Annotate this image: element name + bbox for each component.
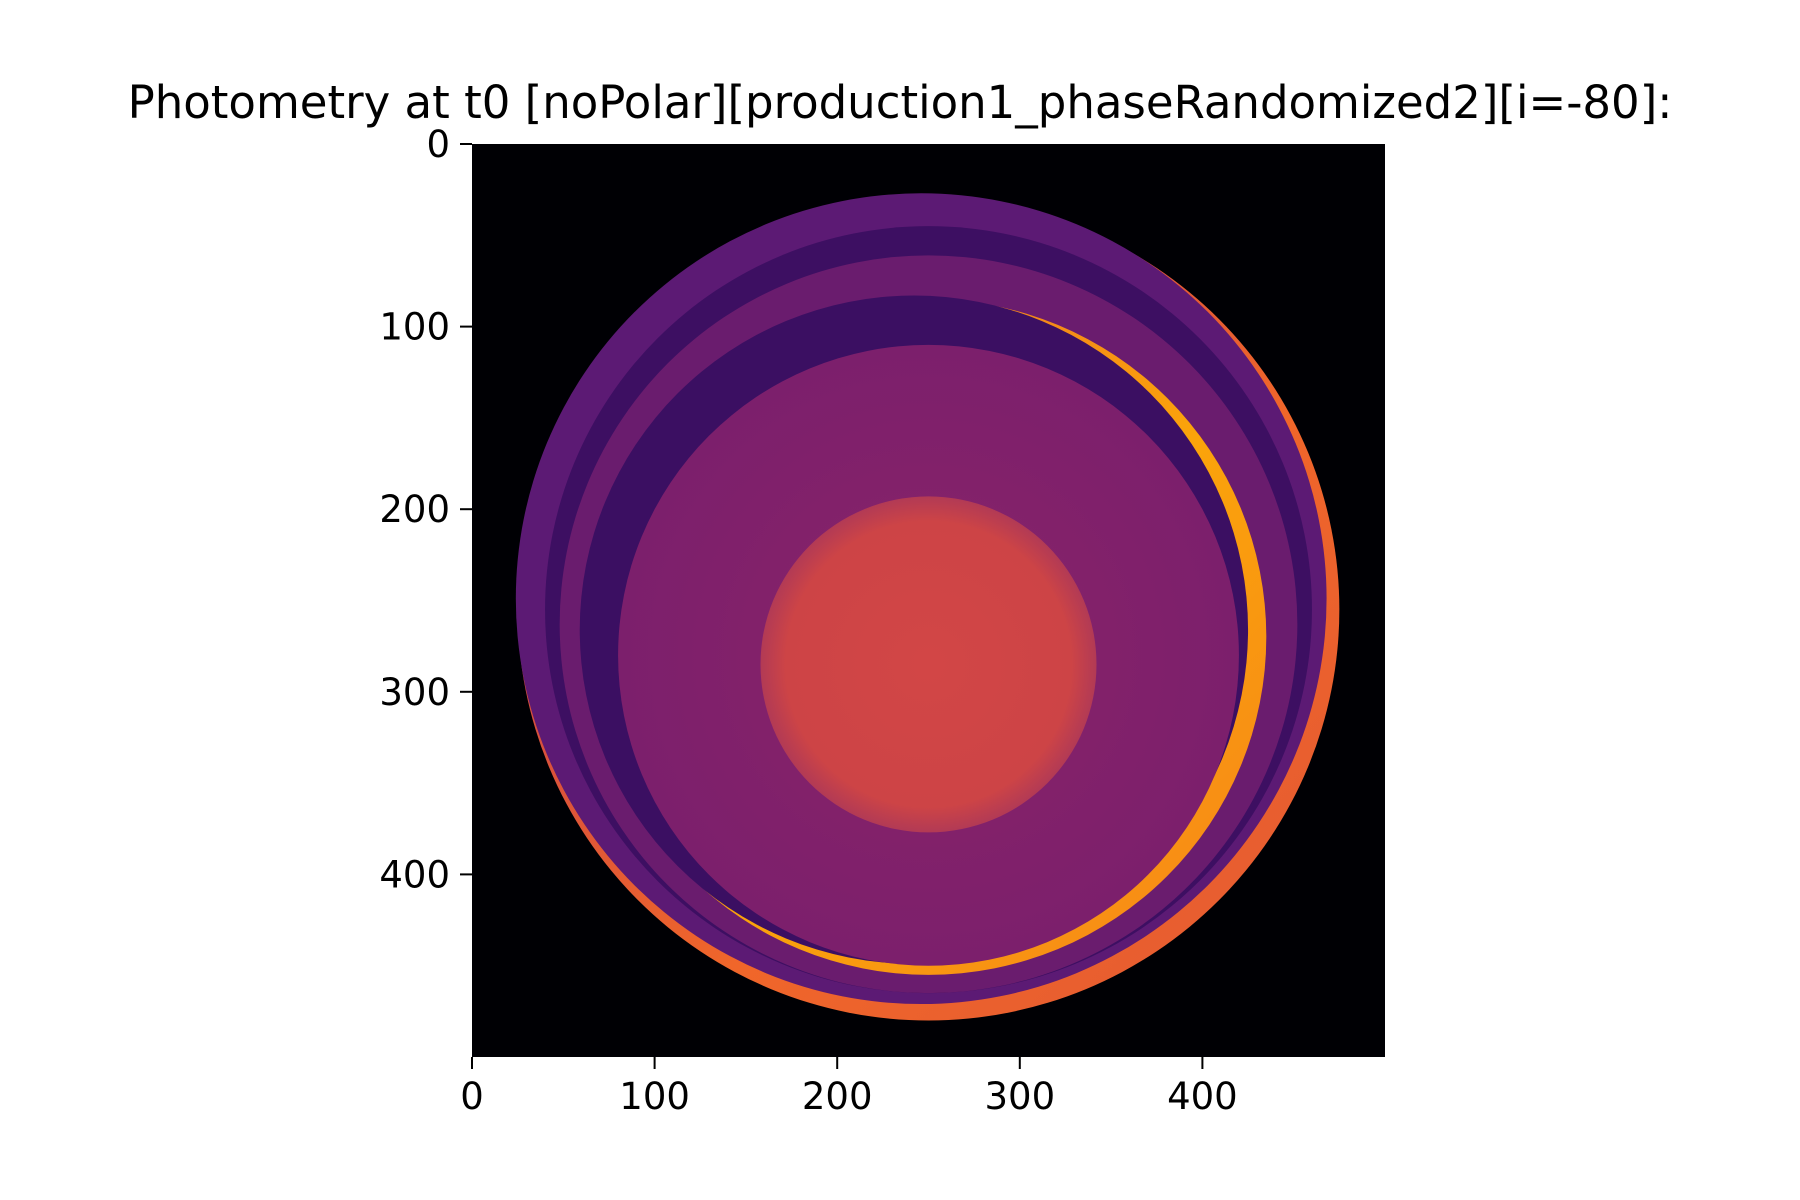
x-tick-label: 400 bbox=[1167, 1075, 1238, 1118]
x-tick-label: 0 bbox=[460, 1075, 484, 1118]
x-tick-label: 100 bbox=[619, 1075, 690, 1118]
photometry-image bbox=[515, 193, 1340, 1021]
plot-area: 0 100 200 300 400 0 100 200 300 400 bbox=[379, 123, 1385, 1118]
x-tick-label: 300 bbox=[984, 1075, 1055, 1118]
y-tick-label: 0 bbox=[426, 123, 450, 166]
axis-ticks: 0 100 200 300 400 0 100 200 300 400 bbox=[379, 123, 1237, 1118]
y-tick-label: 200 bbox=[379, 488, 450, 531]
y-tick-label: 400 bbox=[379, 853, 450, 896]
central-spot bbox=[760, 496, 1097, 833]
x-tick-label: 200 bbox=[802, 1075, 873, 1118]
chart-title: Photometry at t0 [noPolar][production1_p… bbox=[128, 76, 1673, 129]
y-tick-label: 100 bbox=[379, 306, 450, 349]
y-tick-label: 300 bbox=[379, 671, 450, 714]
